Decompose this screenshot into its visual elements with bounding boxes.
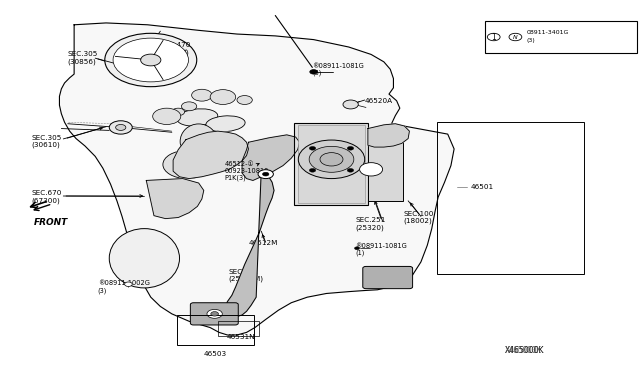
Polygon shape [173, 131, 248, 179]
Circle shape [163, 150, 211, 179]
Bar [177, 315, 253, 345]
Circle shape [320, 153, 343, 166]
Text: 08911-3401G: 08911-3401G [526, 30, 569, 35]
Text: ®08911-1081G
(3): ®08911-1081G (3) [312, 62, 364, 76]
Circle shape [210, 90, 236, 105]
Ellipse shape [206, 116, 245, 132]
Text: 1: 1 [492, 32, 496, 42]
Text: 46503: 46503 [204, 350, 227, 356]
Text: ®08911-1002G
(3): ®08911-1002G (3) [98, 280, 150, 294]
Circle shape [258, 170, 273, 179]
Circle shape [153, 108, 180, 125]
Bar [484, 21, 637, 53]
Circle shape [355, 247, 360, 250]
Circle shape [113, 38, 188, 82]
Text: SEC.470
(47210): SEC.470 (47210) [161, 42, 191, 56]
FancyBboxPatch shape [363, 266, 413, 289]
Text: X465000K: X465000K [505, 346, 545, 355]
Text: SEC.100
(18002): SEC.100 (18002) [403, 211, 433, 224]
FancyBboxPatch shape [190, 303, 238, 325]
Text: ®08911-1081G
(1): ®08911-1081G (1) [355, 243, 407, 257]
Circle shape [348, 169, 354, 172]
Ellipse shape [177, 109, 218, 126]
Circle shape [509, 33, 522, 41]
Circle shape [343, 100, 358, 109]
Text: 46501: 46501 [470, 184, 494, 190]
Bar [218, 321, 259, 336]
Polygon shape [225, 171, 274, 317]
Circle shape [191, 89, 212, 101]
Circle shape [487, 33, 500, 41]
Ellipse shape [180, 124, 217, 159]
Text: SEC.251
(25320): SEC.251 (25320) [355, 217, 385, 231]
Circle shape [211, 312, 218, 316]
Circle shape [181, 102, 196, 111]
Circle shape [298, 140, 365, 179]
Text: (3): (3) [526, 38, 535, 43]
Text: 46512-①
00923-10810
P1K(3): 46512-① 00923-10810 P1K(3) [224, 161, 269, 182]
Text: FRONT: FRONT [34, 218, 68, 227]
Text: 46531: 46531 [378, 270, 401, 276]
Circle shape [105, 33, 196, 87]
Polygon shape [242, 135, 300, 180]
Circle shape [309, 146, 354, 172]
Text: SEC.305
(30610): SEC.305 (30610) [31, 135, 61, 148]
Bar [437, 122, 584, 274]
Text: 46531N: 46531N [227, 334, 255, 340]
Polygon shape [368, 124, 410, 147]
Circle shape [125, 282, 132, 286]
Text: N: N [513, 35, 518, 39]
Bar [294, 123, 368, 205]
Circle shape [207, 310, 222, 318]
Circle shape [309, 169, 316, 172]
Text: SEC.670
(67300): SEC.670 (67300) [31, 190, 61, 204]
Text: 46512M: 46512M [248, 240, 278, 246]
Circle shape [141, 54, 161, 66]
Circle shape [116, 125, 126, 131]
Circle shape [237, 96, 252, 105]
Ellipse shape [109, 229, 179, 288]
Circle shape [172, 108, 184, 116]
Text: SEC.305
(30856): SEC.305 (30856) [68, 51, 98, 65]
Circle shape [262, 172, 269, 176]
Circle shape [348, 147, 354, 150]
Circle shape [360, 163, 383, 176]
Circle shape [109, 121, 132, 134]
Circle shape [310, 70, 317, 74]
Polygon shape [60, 23, 454, 335]
Bar [298, 125, 365, 203]
Polygon shape [147, 179, 204, 219]
Circle shape [309, 147, 316, 150]
Text: X465000K: X465000K [505, 346, 542, 355]
Circle shape [174, 157, 200, 172]
Text: SEC.251
(25300M): SEC.251 (25300M) [228, 269, 263, 282]
Bar [368, 129, 403, 201]
Text: 46520A: 46520A [365, 98, 393, 104]
